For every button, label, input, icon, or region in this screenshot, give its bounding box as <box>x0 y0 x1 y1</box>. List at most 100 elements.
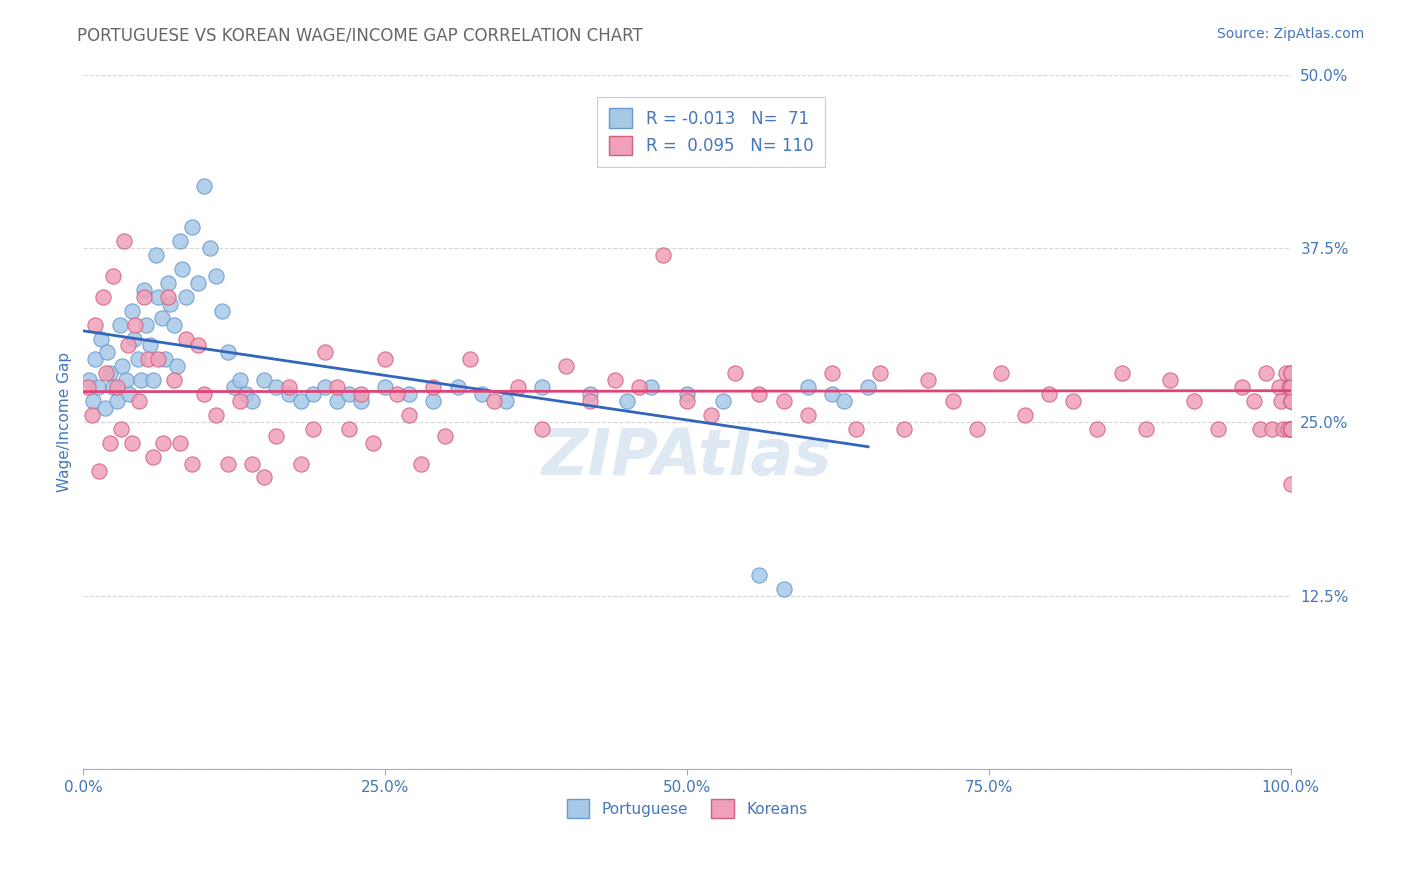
Point <box>1038 387 1060 401</box>
Point <box>266 429 288 443</box>
Point <box>1279 39 1302 54</box>
Point <box>1249 422 1271 436</box>
Point <box>1219 39 1241 54</box>
Point <box>301 387 323 401</box>
Point <box>253 470 276 484</box>
Point <box>1243 394 1265 409</box>
Text: ZIPAtlas: ZIPAtlas <box>541 425 832 488</box>
Point <box>87 380 110 394</box>
Point <box>1279 477 1302 491</box>
Point <box>129 373 152 387</box>
Point <box>224 380 246 394</box>
Point <box>128 394 150 409</box>
Point <box>446 380 468 394</box>
Point <box>91 290 114 304</box>
Point <box>700 408 723 422</box>
Point <box>482 394 505 409</box>
Point <box>105 394 128 409</box>
Point <box>181 457 204 471</box>
Point <box>94 401 117 415</box>
Point <box>290 394 312 409</box>
Point <box>205 408 228 422</box>
Point <box>1279 380 1302 394</box>
Point <box>1279 394 1302 409</box>
Point <box>1206 422 1229 436</box>
Point <box>966 422 988 436</box>
Point <box>1279 394 1302 409</box>
Point <box>458 352 481 367</box>
Point <box>579 387 602 401</box>
Point <box>163 318 186 332</box>
Point <box>240 457 263 471</box>
Point <box>172 262 194 277</box>
Point <box>531 380 554 394</box>
Point <box>142 373 165 387</box>
Point <box>159 297 181 311</box>
Point <box>411 457 433 471</box>
Point <box>132 290 155 304</box>
Point <box>711 394 734 409</box>
Point <box>398 408 420 422</box>
Point <box>422 394 444 409</box>
Point <box>314 380 336 394</box>
Point <box>98 435 121 450</box>
Point <box>253 373 276 387</box>
Point <box>1279 380 1302 394</box>
Point <box>832 394 855 409</box>
Point <box>845 422 868 436</box>
Point <box>495 394 517 409</box>
Point <box>1279 422 1302 436</box>
Point <box>138 352 160 367</box>
Point <box>229 394 252 409</box>
Point <box>1279 422 1302 436</box>
Point <box>1087 422 1109 436</box>
Legend: Portuguese, Koreans: Portuguese, Koreans <box>561 793 814 824</box>
Y-axis label: Wage/Income Gap: Wage/Income Gap <box>58 351 72 492</box>
Point <box>155 352 177 367</box>
Point <box>337 387 360 401</box>
Point <box>90 332 112 346</box>
Point <box>1279 366 1302 380</box>
Point <box>211 303 233 318</box>
Point <box>277 387 299 401</box>
Point <box>77 380 100 394</box>
Point <box>122 332 145 346</box>
Point <box>772 394 794 409</box>
Point <box>772 582 794 596</box>
Point <box>531 422 554 436</box>
Point <box>1279 422 1302 436</box>
Point <box>869 366 891 380</box>
Point <box>917 373 939 387</box>
Point <box>301 422 323 436</box>
Point <box>471 387 494 401</box>
Point <box>640 380 662 394</box>
Point <box>627 380 650 394</box>
Point <box>103 268 125 283</box>
Point <box>1279 394 1302 409</box>
Point <box>374 380 396 394</box>
Point <box>422 380 444 394</box>
Point <box>112 234 135 248</box>
Point <box>1111 366 1133 380</box>
Point <box>290 457 312 471</box>
Point <box>796 408 818 422</box>
Point <box>1159 373 1181 387</box>
Point <box>110 422 132 436</box>
Point <box>84 352 107 367</box>
Point <box>579 394 602 409</box>
Point <box>84 318 107 332</box>
Point <box>990 366 1012 380</box>
Text: PORTUGUESE VS KOREAN WAGE/INCOME GAP CORRELATION CHART: PORTUGUESE VS KOREAN WAGE/INCOME GAP COR… <box>77 27 643 45</box>
Point <box>374 352 396 367</box>
Point <box>193 387 215 401</box>
Point <box>169 435 191 450</box>
Point <box>1135 422 1157 436</box>
Point <box>121 303 143 318</box>
Point <box>1272 422 1295 436</box>
Point <box>142 450 165 464</box>
Point <box>193 178 215 193</box>
Point <box>217 345 239 359</box>
Point <box>205 268 228 283</box>
Point <box>187 276 209 290</box>
Point <box>398 387 420 401</box>
